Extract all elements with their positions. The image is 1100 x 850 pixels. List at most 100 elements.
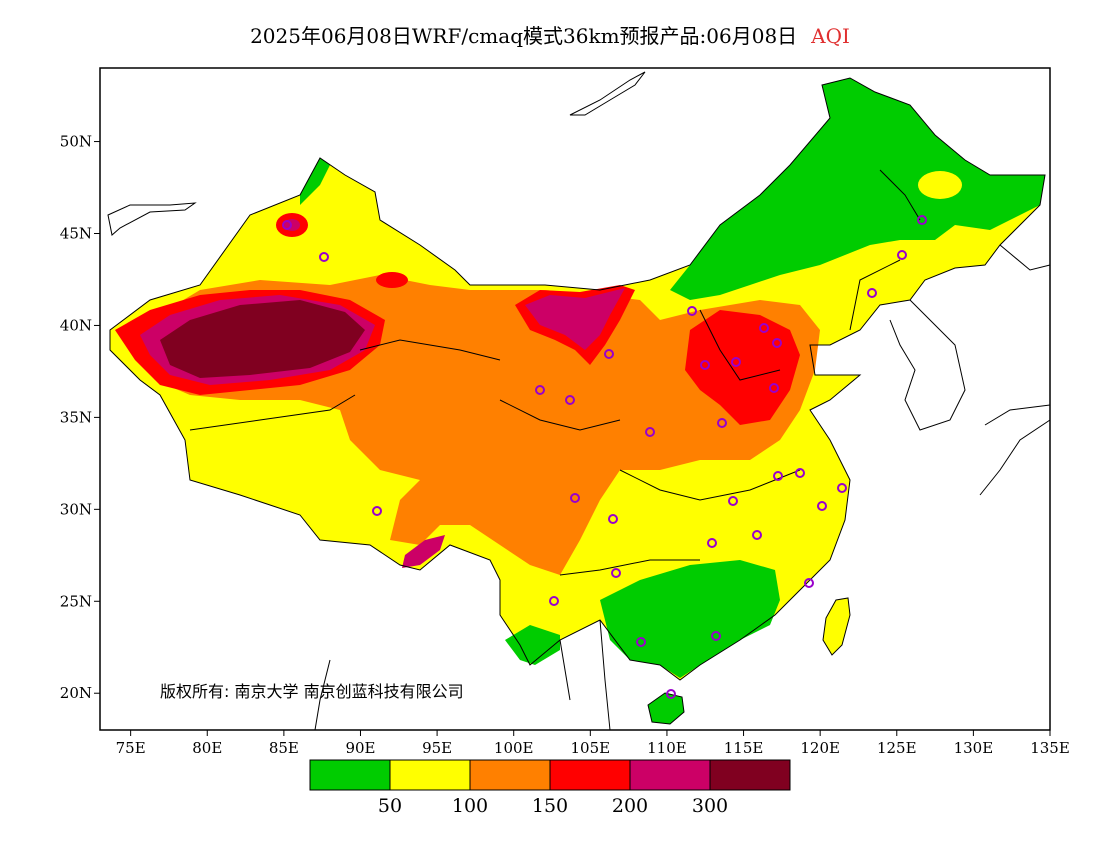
lon-tick-label: 105E [571, 739, 611, 757]
china-outline [109, 77, 1046, 681]
kazakh-lake [107, 202, 197, 236]
station-marker [752, 530, 762, 540]
copyright-text: 版权所有: 南京大学 南京创蓝科技有限公司 [160, 682, 464, 701]
station-markers [282, 215, 927, 699]
station-marker [608, 514, 618, 524]
inner-mongolia-very-unhealthy [525, 288, 625, 350]
xinjiang-north-good [300, 158, 330, 205]
internal-border-4 [619, 469, 801, 501]
lon-tick-label: 125E [877, 739, 917, 757]
internal-border-7 [849, 259, 901, 331]
station-marker [804, 578, 814, 588]
north-china-unhealthy [685, 310, 800, 425]
internal-border-6 [699, 309, 781, 381]
lon-tick-label: 90E [345, 739, 375, 757]
lon-tick-label: 100E [494, 739, 534, 757]
baikal-lake [569, 71, 646, 116]
internal-border-3 [499, 399, 621, 431]
lat-tick-label: 45N [60, 225, 92, 243]
pollutant-label: AQI [811, 24, 850, 48]
station-marker [666, 689, 676, 699]
lon-tick-label: 95E [422, 739, 452, 757]
station-marker [728, 496, 738, 506]
station-marker [549, 596, 559, 606]
station-marker [867, 288, 877, 298]
taiwan-island [822, 597, 851, 656]
tibet-south-very-unhealthy [402, 535, 445, 568]
lon-tick-label: 115E [724, 739, 764, 757]
map-area: 版权所有: 南京大学 南京创蓝科技有限公司 [99, 67, 1051, 731]
colorbar-swatch [469, 759, 551, 791]
station-marker [817, 501, 827, 511]
station-marker [636, 637, 646, 647]
lon-tick-label: 110E [647, 739, 687, 757]
lat-tick-label: 40N [60, 316, 92, 334]
lon-tick-label: 120E [800, 739, 840, 757]
station-marker [611, 568, 621, 578]
tarim-hazardous [160, 300, 365, 378]
japan-outline [979, 404, 1051, 496]
colorbar-label: 300 [692, 795, 728, 817]
southwest-good-region [505, 625, 560, 665]
colorbar-label: 50 [378, 795, 402, 817]
station-marker [917, 215, 927, 225]
station-marker [795, 468, 805, 478]
map-frame [99, 67, 1051, 731]
lon-tick-label: 135E [1030, 739, 1070, 757]
lon-tick-label: 75E [116, 739, 146, 757]
station-marker [604, 349, 614, 359]
colorbar-swatch [309, 759, 391, 791]
colorbar-swatch [549, 759, 631, 791]
station-marker [700, 360, 710, 370]
northeast-moderate-patch [918, 171, 962, 199]
colorbar-swatch [629, 759, 711, 791]
station-marker [319, 252, 329, 262]
boundary-lines [107, 71, 1051, 731]
colorbar-label: 150 [532, 795, 568, 817]
station-marker [645, 427, 655, 437]
south-good-region [600, 560, 780, 678]
hami-hotspot [376, 272, 408, 288]
southeast-asia-coast [559, 619, 611, 731]
northeast-good-region [670, 78, 1045, 300]
russia-coast [999, 244, 1051, 271]
colorbar-swatch [709, 759, 791, 791]
station-marker [731, 357, 741, 367]
lat-tick-label: 50N [60, 133, 92, 151]
station-marker [570, 493, 580, 503]
station-marker [897, 250, 907, 260]
station-marker [565, 395, 575, 405]
lat-tick-label: 20N [60, 684, 92, 702]
lon-tick-label: 80E [192, 739, 222, 757]
lon-tick-label: 130E [954, 739, 994, 757]
colorbar-label: 100 [452, 795, 488, 817]
lat-tick-label: 25N [60, 592, 92, 610]
station-marker [837, 483, 847, 493]
station-marker [769, 383, 779, 393]
lat-tick-label: 35N [60, 408, 92, 426]
map-title: 2025年06月08日WRF/cmaq模式36km预报产品:06月08日 AQI [0, 20, 1100, 49]
station-marker [717, 418, 727, 428]
internal-border-1 [359, 339, 501, 361]
title-text: 2025年06月08日WRF/cmaq模式36km预报产品:06月08日 [250, 24, 798, 48]
station-marker [282, 220, 292, 230]
station-marker [711, 631, 721, 641]
internal-border-5 [559, 559, 700, 576]
station-marker [707, 538, 717, 548]
hainan-island [647, 692, 685, 725]
internal-border-2 [189, 394, 356, 431]
latitude-axis: 20N 25N 30N 35N 40N 45N 50N [60, 133, 100, 702]
station-marker [759, 323, 769, 333]
colorbar-swatch [389, 759, 471, 791]
colorbar-label: 200 [612, 795, 648, 817]
station-marker [535, 385, 545, 395]
india-border [314, 659, 331, 731]
station-marker [773, 471, 783, 481]
station-marker [772, 338, 782, 348]
station-marker [687, 306, 697, 316]
lon-tick-label: 85E [269, 739, 299, 757]
longitude-axis: 75E 80E 85E 90E 95E 100E 105E 110E 115E 120E 125E 1… [116, 730, 1070, 757]
aqi-colorbar: 50 100 150 200 300 [309, 759, 791, 817]
korea-outline [889, 299, 966, 431]
